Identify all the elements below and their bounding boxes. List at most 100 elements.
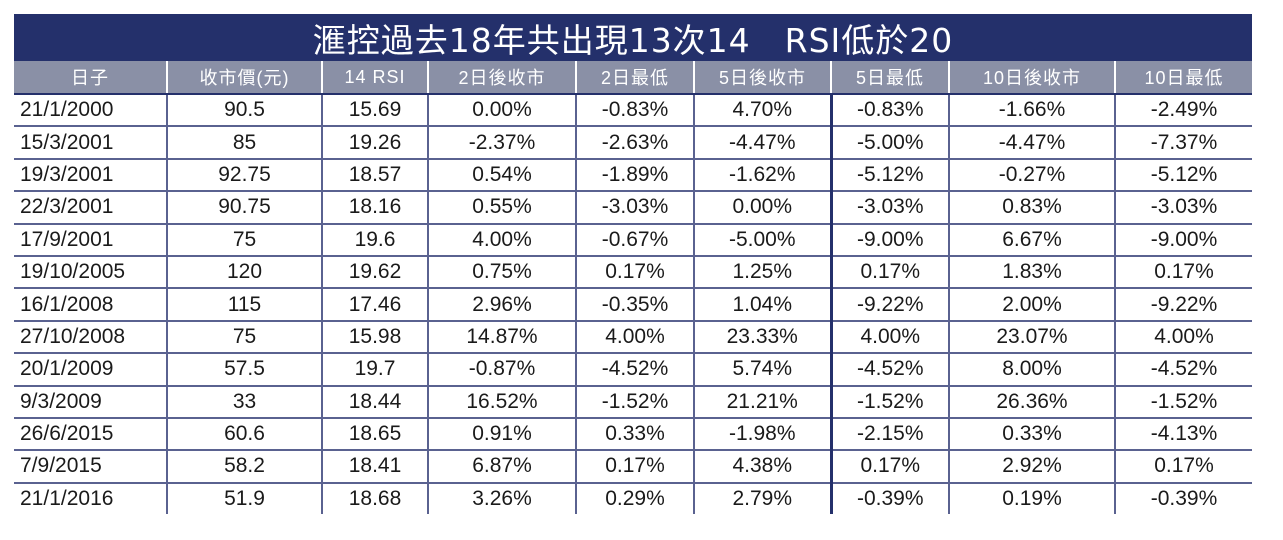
cell-5day-close: 23.33% <box>693 320 831 355</box>
cell-rsi: 18.16 <box>321 191 428 225</box>
cell-5day-low: -2.15% <box>829 417 949 452</box>
cell-2day-low: -3.03% <box>575 191 694 225</box>
header-rsi: 14 RSI <box>321 61 428 95</box>
cell-10day-close: -0.27% <box>948 158 1115 193</box>
cell-2day-close: -2.37% <box>427 126 576 160</box>
cell-2day-close: 0.91% <box>427 417 576 452</box>
cell-rsi: 15.98 <box>321 320 428 355</box>
cell-date: 22/3/2001 <box>14 191 167 225</box>
table-row: 17/9/2001 75 19.6 4.00% -0.67% -5.00% -9.00% 6.… <box>14 223 1252 257</box>
table-row: 21/1/2000 90.5 15.69 0.00% -0.83% 4.70% -0.83%… <box>14 94 1252 128</box>
cell-2day-low: -4.52% <box>575 353 694 387</box>
cell-10day-low: -4.52% <box>1114 353 1252 387</box>
cell-date: 19/3/2001 <box>14 158 167 193</box>
cell-2day-close: 6.87% <box>427 450 576 484</box>
cell-5day-close: -5.00% <box>693 223 831 257</box>
cell-10day-low: -9.22% <box>1114 288 1252 322</box>
cell-2day-low: -2.63% <box>575 126 694 160</box>
cell-10day-low: -1.52% <box>1114 385 1252 419</box>
cell-10day-close: 0.33% <box>948 417 1115 452</box>
cell-5day-close: -1.62% <box>693 158 831 193</box>
cell-close-price: 85 <box>166 126 322 160</box>
cell-2day-low: 0.17% <box>575 255 694 290</box>
cell-date: 20/1/2009 <box>14 353 167 387</box>
header-date: 日子 <box>14 61 167 95</box>
cell-5day-low: -0.83% <box>829 94 949 128</box>
cell-5day-close: 5.74% <box>693 353 831 387</box>
cell-10day-low: -3.03% <box>1114 191 1252 225</box>
cell-2day-low: -1.89% <box>575 158 694 193</box>
cell-2day-low: 4.00% <box>575 320 694 355</box>
cell-2day-close: 0.75% <box>427 255 576 290</box>
cell-date: 17/9/2001 <box>14 223 167 257</box>
cell-10day-close: 8.00% <box>948 353 1115 387</box>
cell-date: 21/1/2016 <box>20 486 114 510</box>
header-5day-close: 5日後收市 <box>693 61 831 95</box>
cell-2day-close: 0.55% <box>427 191 576 225</box>
table-row: 21/1/2016 51.9 18.68 3.26% 0.29% 2.79% -0.39% 0… <box>14 482 1252 515</box>
cell-rsi: 19.7 <box>321 353 428 387</box>
cell-5day-low: -0.39% <box>829 482 949 515</box>
table-row: 20/1/2009 57.5 19.7 -0.87% -4.52% 5.74% -4.52%… <box>14 353 1252 387</box>
cell-close-price: 60.6 <box>166 417 322 452</box>
cell-10day-close: 2.00% <box>948 288 1115 322</box>
cell-date: 26/6/2015 <box>14 417 167 452</box>
cell-close-price: 92.75 <box>166 158 322 193</box>
cell-date: 9/3/2009 <box>14 385 167 419</box>
cell-2day-close: 2.96% <box>427 288 576 322</box>
header-2day-low: 2日最低 <box>575 61 694 95</box>
cell-5day-low: -9.22% <box>829 288 949 322</box>
cell-10day-close: -1.66% <box>948 94 1115 128</box>
cell-close-price: 90.5 <box>166 94 322 128</box>
table-row: 19/10/2005 120 19.62 0.75% 0.17% 1.25% 0.17% 1.… <box>14 255 1252 290</box>
cell-date: 19/10/2005 <box>14 255 167 290</box>
cell-10day-low: -9.00% <box>1114 223 1252 257</box>
cell-date: 7/9/2015 <box>14 450 167 484</box>
cell-10day-close: 0.83% <box>948 191 1115 225</box>
cell-2day-low: -0.83% <box>575 94 694 128</box>
cell-5day-close: 21.21% <box>693 385 831 419</box>
table-title: 滙控過去18年共出現13次14 RSI低於20 <box>14 14 1252 61</box>
cell-2day-close: 0.00% <box>427 94 576 128</box>
header-close-price: 收市價(元) <box>166 61 322 95</box>
cell-close-price: 51.9 <box>166 482 322 515</box>
cell-2day-low: -0.67% <box>575 223 694 257</box>
table-row: 27/10/2008 75 15.98 14.87% 4.00% 23.33% 4.00% 2… <box>14 320 1252 355</box>
cell-5day-close: 1.04% <box>693 288 831 322</box>
cell-2day-low: -1.52% <box>575 385 694 419</box>
cell-2day-close: 14.87% <box>427 320 576 355</box>
cell-5day-close: -4.47% <box>693 126 831 160</box>
cell-10day-close: 26.36% <box>948 385 1115 419</box>
cell-10day-close: 2.92% <box>948 450 1115 484</box>
cell-rsi: 19.62 <box>321 255 428 290</box>
cell-date: 15/3/2001 <box>14 126 167 160</box>
header-row: 日子 收市價(元) 14 RSI 2日後收市 2日最低 5日後收市 5日最低 1… <box>14 61 1252 95</box>
cell-date: 21/1/2000 <box>14 94 167 128</box>
cell-2day-close: 16.52% <box>427 385 576 419</box>
cell-10day-low: -4.13% <box>1114 417 1252 452</box>
table-row: 19/3/2001 92.75 18.57 0.54% -1.89% -1.62% -5.1… <box>14 158 1252 193</box>
cell-10day-close: 6.67% <box>948 223 1115 257</box>
header-5day-low: 5日最低 <box>830 61 949 95</box>
cell-5day-low: -5.12% <box>829 158 949 193</box>
rsi-table-figure: 滙控過去18年共出現13次14 RSI低於20 日子 收市價(元) 14 RSI… <box>14 14 1252 515</box>
cell-5day-close: 0.00% <box>693 191 831 225</box>
cell-5day-low: 0.17% <box>829 450 949 484</box>
cell-2day-low: 0.17% <box>575 450 694 484</box>
header-2day-close: 2日後收市 <box>427 61 576 95</box>
table-row: 16/1/2008 115 17.46 2.96% -0.35% 1.04% -9.22% 2… <box>14 288 1252 322</box>
cell-date: 16/1/2008 <box>14 288 167 322</box>
cell-date: 27/10/2008 <box>14 320 167 355</box>
cell-2day-close: 4.00% <box>427 223 576 257</box>
cell-2day-low: -0.35% <box>575 288 694 322</box>
cell-rsi: 18.41 <box>321 450 428 484</box>
cell-10day-close: 0.19% <box>948 482 1115 515</box>
cell-10day-close: -4.47% <box>948 126 1115 160</box>
table-row: 22/3/2001 90.75 18.16 0.55% -3.03% 0.00% -3.03… <box>14 191 1252 225</box>
header-10day-close: 10日後收市 <box>948 61 1115 95</box>
cell-rsi: 15.69 <box>321 94 428 128</box>
cell-close-price: 75 <box>166 223 322 257</box>
cell-rsi: 19.26 <box>321 126 428 160</box>
cell-10day-close: 1.83% <box>948 255 1115 290</box>
cell-10day-low: -5.12% <box>1114 158 1252 193</box>
